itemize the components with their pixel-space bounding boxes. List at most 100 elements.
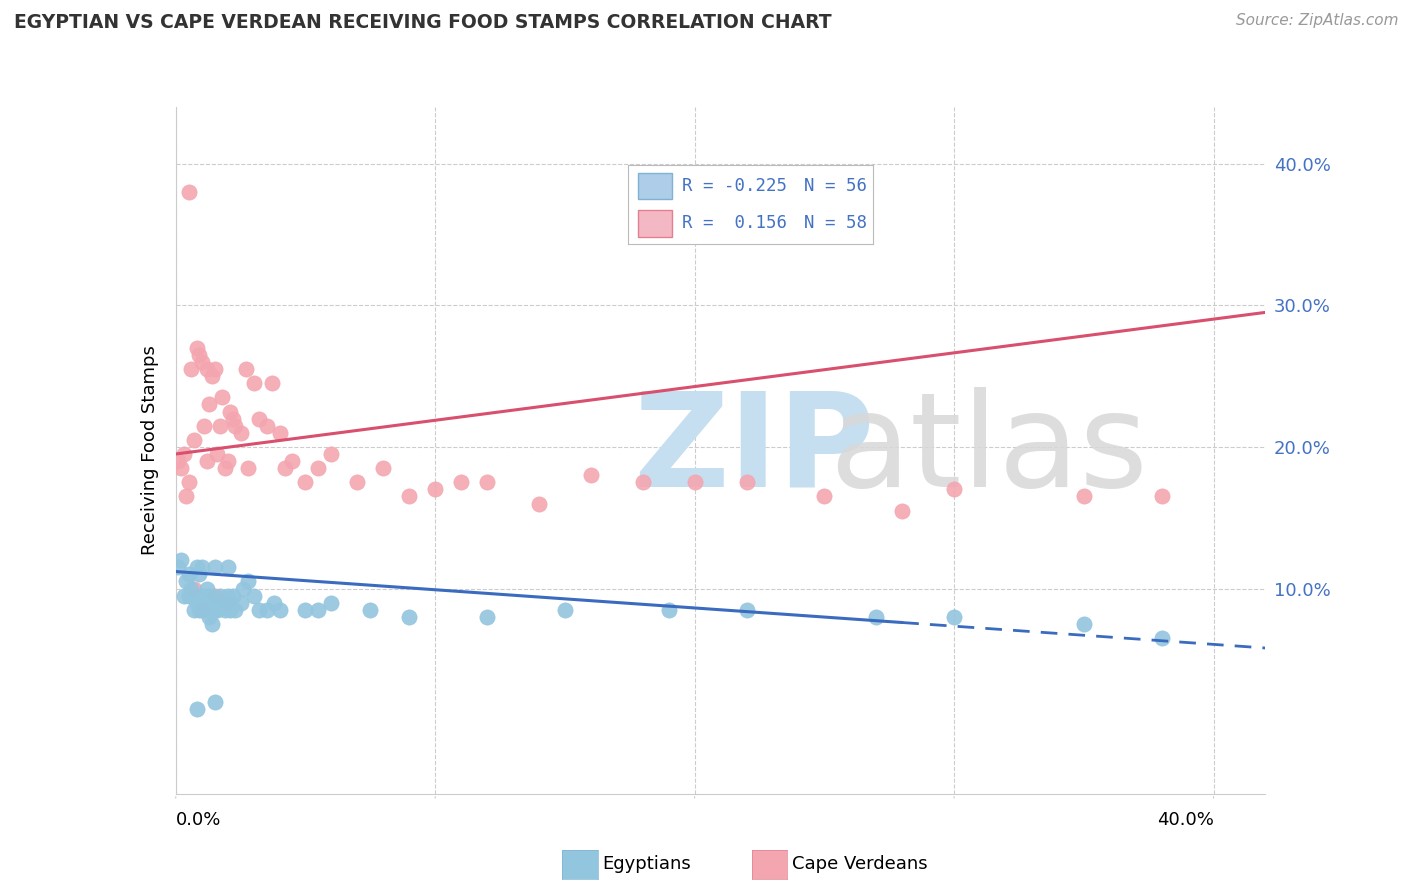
Point xyxy=(232,582,254,596)
Point xyxy=(579,468,602,483)
Point xyxy=(198,397,221,411)
FancyBboxPatch shape xyxy=(638,172,672,200)
Point xyxy=(554,603,576,617)
Point xyxy=(190,603,212,617)
Point xyxy=(190,560,212,574)
Point xyxy=(188,567,211,582)
Point xyxy=(683,475,706,490)
Point xyxy=(174,490,197,504)
Point xyxy=(204,603,226,617)
Point xyxy=(224,603,246,617)
Text: Cape Verdeans: Cape Verdeans xyxy=(792,855,927,873)
Point xyxy=(183,582,205,596)
Point xyxy=(294,475,316,490)
Point xyxy=(294,603,316,617)
Point xyxy=(1073,490,1095,504)
Point xyxy=(260,376,283,391)
Text: N = 58: N = 58 xyxy=(804,214,868,232)
Point xyxy=(269,603,291,617)
Point xyxy=(943,483,966,497)
Point xyxy=(183,603,205,617)
Point xyxy=(242,589,264,603)
Point xyxy=(224,418,246,433)
Point xyxy=(359,603,381,617)
Point xyxy=(173,447,195,461)
Point xyxy=(307,461,329,475)
Point xyxy=(813,490,835,504)
Point xyxy=(263,596,285,610)
Point xyxy=(307,603,329,617)
Point xyxy=(222,411,245,425)
Point xyxy=(235,362,257,376)
Text: EGYPTIAN VS CAPE VERDEAN RECEIVING FOOD STAMPS CORRELATION CHART: EGYPTIAN VS CAPE VERDEAN RECEIVING FOOD … xyxy=(14,13,832,32)
Point xyxy=(198,589,221,603)
Point xyxy=(186,702,208,716)
Point xyxy=(208,589,231,603)
Text: ZIP: ZIP xyxy=(633,387,875,514)
Point xyxy=(398,490,420,504)
Point xyxy=(1150,490,1173,504)
Point xyxy=(190,596,212,610)
Point xyxy=(274,461,297,475)
Point xyxy=(170,461,193,475)
Point xyxy=(269,425,291,440)
Text: atlas: atlas xyxy=(830,387,1149,514)
Point xyxy=(204,362,226,376)
Point xyxy=(208,418,231,433)
Point xyxy=(188,603,211,617)
Point xyxy=(256,418,278,433)
Point xyxy=(1073,616,1095,631)
Point xyxy=(631,475,654,490)
Point xyxy=(735,603,758,617)
Point xyxy=(193,603,215,617)
Point xyxy=(256,603,278,617)
Point xyxy=(346,475,368,490)
Point xyxy=(204,560,226,574)
Point xyxy=(943,610,966,624)
Point xyxy=(217,596,239,610)
Point xyxy=(373,461,395,475)
Point xyxy=(425,483,447,497)
Point xyxy=(207,603,229,617)
Point xyxy=(247,411,270,425)
Text: 0.0%: 0.0% xyxy=(176,811,221,829)
Point xyxy=(198,610,221,624)
Point xyxy=(207,447,229,461)
Point xyxy=(238,461,260,475)
Point xyxy=(217,589,239,603)
Point xyxy=(183,433,205,447)
Point xyxy=(891,503,914,517)
Point xyxy=(195,454,218,468)
Point xyxy=(1150,631,1173,645)
Point xyxy=(242,376,264,391)
Point xyxy=(238,574,260,589)
Point xyxy=(177,589,200,603)
Point xyxy=(195,582,218,596)
Point xyxy=(211,596,233,610)
Point xyxy=(177,185,200,199)
Text: R = -0.225: R = -0.225 xyxy=(682,177,787,195)
Text: R =  0.156: R = 0.156 xyxy=(682,214,787,232)
Point xyxy=(214,603,236,617)
Point xyxy=(180,582,202,596)
Point xyxy=(193,589,215,603)
Point xyxy=(180,362,202,376)
Point xyxy=(865,610,887,624)
Point xyxy=(167,560,190,574)
Point xyxy=(475,475,498,490)
Point xyxy=(186,560,208,574)
Point xyxy=(174,574,197,589)
Point xyxy=(450,475,472,490)
Point xyxy=(188,348,211,362)
Point xyxy=(229,596,252,610)
Text: 40.0%: 40.0% xyxy=(1157,811,1213,829)
Y-axis label: Receiving Food Stamps: Receiving Food Stamps xyxy=(141,345,159,556)
Point xyxy=(222,589,245,603)
Point xyxy=(219,603,242,617)
Point xyxy=(173,589,195,603)
Point xyxy=(195,362,218,376)
Point xyxy=(204,589,226,603)
Point xyxy=(398,610,420,624)
Point xyxy=(193,418,215,433)
Point xyxy=(214,461,236,475)
